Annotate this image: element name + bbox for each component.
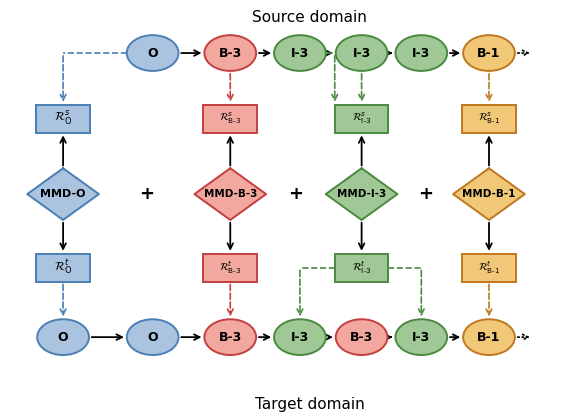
- Text: $\mathcal{R}^s_\mathrm{B\text{-}3}$: $\mathcal{R}^s_\mathrm{B\text{-}3}$: [219, 111, 242, 126]
- Text: B-3: B-3: [350, 331, 373, 344]
- Text: MMD-I-3: MMD-I-3: [337, 189, 386, 199]
- Text: $\mathcal{R}^t_\mathrm{B\text{-}1}$: $\mathcal{R}^t_\mathrm{B\text{-}1}$: [478, 259, 500, 276]
- Text: O: O: [58, 331, 68, 344]
- Text: B-1: B-1: [477, 331, 501, 344]
- Ellipse shape: [396, 35, 447, 71]
- Polygon shape: [27, 168, 99, 220]
- Text: I-3: I-3: [291, 46, 309, 59]
- Text: $\mathcal{R}^s_\mathrm{B\text{-}1}$: $\mathcal{R}^s_\mathrm{B\text{-}1}$: [478, 111, 500, 126]
- Text: +: +: [139, 185, 154, 203]
- Ellipse shape: [204, 35, 256, 71]
- Polygon shape: [195, 168, 266, 220]
- Text: $\mathcal{R}^t_\mathrm{B\text{-}3}$: $\mathcal{R}^t_\mathrm{B\text{-}3}$: [219, 259, 242, 276]
- Ellipse shape: [336, 319, 388, 355]
- Text: $\mathcal{R}^t_\mathrm{O}$: $\mathcal{R}^t_\mathrm{O}$: [54, 258, 72, 277]
- Text: Target domain: Target domain: [255, 397, 365, 412]
- Text: O: O: [147, 331, 158, 344]
- Text: B-1: B-1: [477, 46, 501, 59]
- Text: $\mathcal{R}^t_\mathrm{I\text{-}3}$: $\mathcal{R}^t_\mathrm{I\text{-}3}$: [351, 259, 371, 276]
- Text: +: +: [289, 185, 303, 203]
- FancyBboxPatch shape: [335, 254, 388, 281]
- Text: O: O: [147, 46, 158, 59]
- Polygon shape: [326, 168, 397, 220]
- FancyBboxPatch shape: [462, 104, 516, 133]
- Polygon shape: [453, 168, 525, 220]
- FancyBboxPatch shape: [203, 104, 257, 133]
- Text: MMD-B-1: MMD-B-1: [462, 189, 516, 199]
- Ellipse shape: [274, 319, 326, 355]
- Text: $\mathcal{R}^s_\mathrm{I\text{-}3}$: $\mathcal{R}^s_\mathrm{I\text{-}3}$: [351, 111, 371, 126]
- Text: B-3: B-3: [218, 46, 242, 59]
- FancyBboxPatch shape: [36, 254, 90, 281]
- FancyBboxPatch shape: [462, 254, 516, 281]
- Ellipse shape: [37, 319, 89, 355]
- Text: I-3: I-3: [291, 331, 309, 344]
- Text: I-3: I-3: [412, 46, 430, 59]
- Text: MMD-B-3: MMD-B-3: [204, 189, 257, 199]
- Ellipse shape: [463, 319, 515, 355]
- Ellipse shape: [463, 35, 515, 71]
- Text: B-3: B-3: [218, 331, 242, 344]
- FancyBboxPatch shape: [203, 254, 257, 281]
- Ellipse shape: [274, 35, 326, 71]
- Text: I-3: I-3: [353, 46, 371, 59]
- Ellipse shape: [127, 319, 178, 355]
- Text: $\mathcal{R}^s_\mathrm{O}$: $\mathcal{R}^s_\mathrm{O}$: [54, 110, 72, 127]
- Ellipse shape: [396, 319, 447, 355]
- Ellipse shape: [336, 35, 388, 71]
- Text: MMD-O: MMD-O: [40, 189, 86, 199]
- Text: +: +: [418, 185, 433, 203]
- Ellipse shape: [127, 35, 178, 71]
- FancyBboxPatch shape: [335, 104, 388, 133]
- Text: I-3: I-3: [412, 331, 430, 344]
- Text: Source domain: Source domain: [252, 10, 367, 25]
- FancyBboxPatch shape: [36, 104, 90, 133]
- Ellipse shape: [204, 319, 256, 355]
